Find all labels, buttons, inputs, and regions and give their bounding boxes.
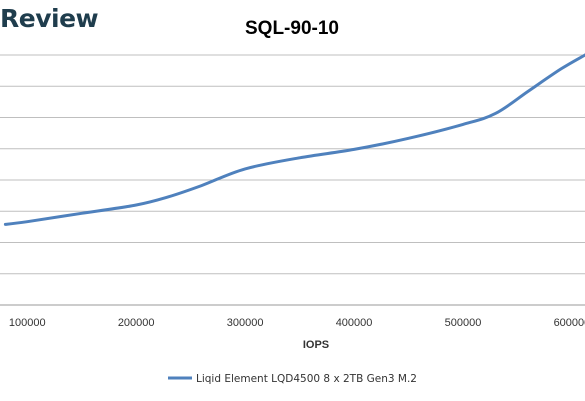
- series-line-0: [3, 53, 585, 226]
- legend-label: Liqid Element LQD4500 8 x 2TB Gen3 M.2: [196, 373, 417, 385]
- x-tick-label: 100000: [9, 317, 46, 329]
- x-tick-label: 200000: [118, 317, 155, 329]
- brand-logo-text: Review: [0, 4, 99, 33]
- x-tick-labels: 100000 200000 300000 400000 500000 600000: [9, 317, 585, 329]
- grid-lines: [0, 54, 585, 306]
- chart-title: SQL-90-10: [245, 18, 339, 39]
- series-layer: [3, 53, 585, 226]
- legend: Liqid Element LQD4500 8 x 2TB Gen3 M.2: [168, 373, 417, 385]
- x-tick-label: 600000: [554, 317, 585, 329]
- x-tick-label: 300000: [227, 317, 264, 329]
- x-tick-label: 400000: [336, 317, 373, 329]
- x-tick-label: 500000: [445, 317, 482, 329]
- x-axis-label: IOPS: [303, 339, 329, 351]
